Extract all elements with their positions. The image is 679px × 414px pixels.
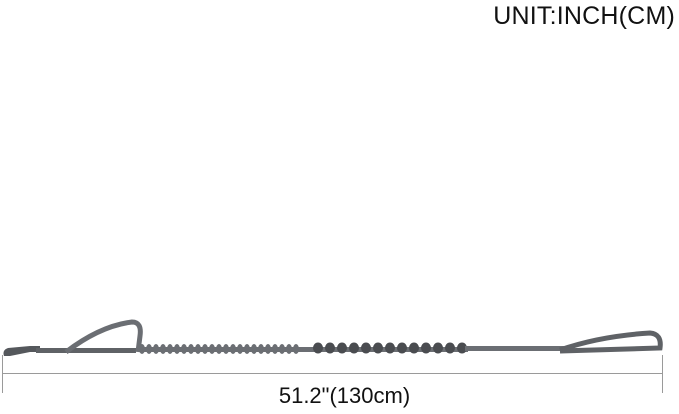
bungee-bump — [409, 342, 419, 354]
bungee-ridge — [139, 344, 145, 354]
bungee-bump — [337, 342, 347, 354]
bungee-ridge — [265, 344, 271, 354]
dimension-line — [2, 355, 663, 393]
handle-loop-left — [64, 319, 143, 354]
bungee-ridge — [153, 344, 159, 354]
bungee-bump — [313, 342, 323, 354]
bungee-ridge — [202, 344, 208, 354]
bungee-ridge — [195, 344, 201, 354]
bungee-bump — [433, 342, 443, 354]
length-label: 51.2"(130cm) — [278, 383, 411, 408]
bungee-ridge — [244, 344, 250, 354]
bungee-bump — [361, 342, 371, 354]
bungee-bump — [385, 342, 395, 354]
bungee-ridge — [209, 344, 215, 354]
bungee-ridge — [160, 344, 166, 354]
bungee-ridge — [258, 344, 264, 354]
bungee-bump — [349, 342, 359, 354]
bungee-ridge — [216, 344, 222, 354]
bungee-bump — [325, 342, 335, 354]
bungee-ridge — [223, 344, 229, 354]
bungee-bump — [445, 342, 455, 354]
snap-hook-icon — [3, 346, 40, 356]
bungee-section — [138, 342, 468, 354]
bungee-bump — [373, 342, 383, 354]
bungee-ridge — [272, 344, 278, 354]
bungee-ridge — [279, 344, 285, 354]
bungee-ridge — [146, 344, 152, 354]
bungee-bump — [397, 342, 407, 354]
bungee-bump — [421, 342, 431, 354]
bungee-ridge — [237, 344, 243, 354]
bungee-ridge — [167, 344, 173, 354]
bungee-ridge — [174, 344, 180, 354]
handle-loop-right — [559, 330, 663, 354]
bungee-ridge — [251, 344, 257, 354]
bungee-ridge — [181, 344, 187, 354]
unit-label: UNIT:INCH(CM) — [493, 2, 675, 30]
bungee-bump — [457, 342, 467, 354]
leash — [3, 319, 663, 356]
bungee-ridge — [293, 344, 299, 354]
bungee-ridge — [286, 344, 292, 354]
bungee-ridge — [230, 344, 236, 354]
bungee-ridge — [188, 344, 194, 354]
